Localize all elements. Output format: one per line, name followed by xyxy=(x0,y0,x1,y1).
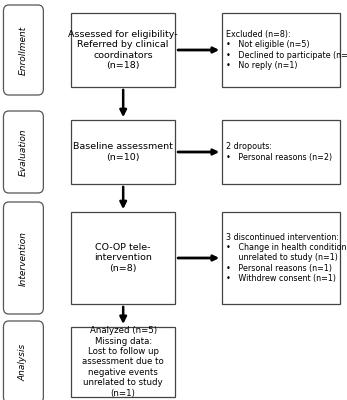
Text: Analyzed (n=5)
Missing data:
Lost to follow up
assessment due to
negative events: Analyzed (n=5) Missing data: Lost to fol… xyxy=(82,326,164,398)
FancyBboxPatch shape xyxy=(71,327,175,397)
Text: Analysis: Analysis xyxy=(19,343,28,381)
FancyBboxPatch shape xyxy=(3,202,43,314)
Text: Assessed for eligibility-
Referred by clinical
coordinators
(n=18): Assessed for eligibility- Referred by cl… xyxy=(68,30,178,70)
FancyBboxPatch shape xyxy=(222,212,340,304)
FancyBboxPatch shape xyxy=(71,13,175,87)
Text: Excluded (n=8):
•   Not eligible (n=5)
•   Declined to participate (n=2)
•   No : Excluded (n=8): • Not eligible (n=5) • D… xyxy=(226,30,347,70)
FancyBboxPatch shape xyxy=(222,13,340,87)
FancyBboxPatch shape xyxy=(3,321,43,400)
Text: 2 dropouts:
•   Personal reasons (n=2): 2 dropouts: • Personal reasons (n=2) xyxy=(226,142,332,162)
FancyBboxPatch shape xyxy=(71,120,175,184)
Text: Enrollment: Enrollment xyxy=(19,25,28,75)
Text: Evaluation: Evaluation xyxy=(19,128,28,176)
Text: 3 discontinued intervention:
•   Change in health condition
     unrelated to st: 3 discontinued intervention: • Change in… xyxy=(226,233,347,283)
Text: Baseline assessment
(n=10): Baseline assessment (n=10) xyxy=(73,142,173,162)
FancyBboxPatch shape xyxy=(3,111,43,193)
FancyBboxPatch shape xyxy=(222,120,340,184)
Text: CO-OP tele-
intervention
(n=8): CO-OP tele- intervention (n=8) xyxy=(94,243,152,273)
FancyBboxPatch shape xyxy=(71,212,175,304)
Text: Intervention: Intervention xyxy=(19,230,28,286)
FancyBboxPatch shape xyxy=(3,5,43,95)
